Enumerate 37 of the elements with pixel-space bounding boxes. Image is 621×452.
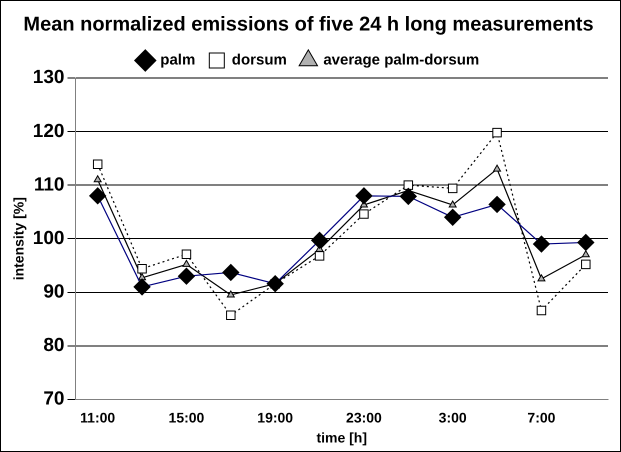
x-tick-label: 23:00	[346, 410, 382, 426]
y-tick-label: 100	[32, 228, 64, 249]
point	[492, 128, 502, 138]
point	[182, 249, 192, 259]
y-axis-title: intensity [%]	[10, 197, 26, 280]
point	[314, 251, 324, 261]
x-tick-label: 11:00	[80, 410, 116, 426]
point	[581, 260, 591, 270]
point	[137, 264, 147, 274]
y-tick-label: 80	[43, 335, 64, 356]
point	[94, 175, 102, 182]
point	[448, 200, 457, 208]
x-tick-label: 7:00	[527, 410, 556, 426]
legend-label: average palm-dorsum	[323, 52, 480, 69]
x-axis-title: time [h]	[316, 429, 368, 446]
legend-label: dorsum	[232, 52, 287, 69]
x-tick-label: 3:00	[438, 410, 467, 426]
point	[448, 184, 458, 194]
y-tick-label: 120	[32, 120, 64, 142]
point	[92, 160, 102, 169]
legend-label: palm	[160, 52, 196, 69]
point	[537, 274, 546, 282]
y-tick-label: 90	[43, 282, 64, 302]
y-tick-label: 110	[34, 174, 64, 196]
y-tick-label: 70	[43, 388, 64, 410]
point	[226, 290, 235, 298]
point	[493, 164, 502, 172]
y-tick-label: 130	[32, 67, 64, 88]
chart-title: Mean normalized emissions of five 24 h long measurements	[23, 14, 594, 36]
point	[404, 180, 414, 190]
point	[226, 310, 236, 320]
point	[359, 209, 369, 219]
point	[182, 260, 190, 267]
x-tick-label: 15:00	[168, 410, 205, 426]
point	[582, 250, 590, 258]
point	[536, 306, 546, 316]
x-tick-label: 19:00	[257, 410, 294, 426]
